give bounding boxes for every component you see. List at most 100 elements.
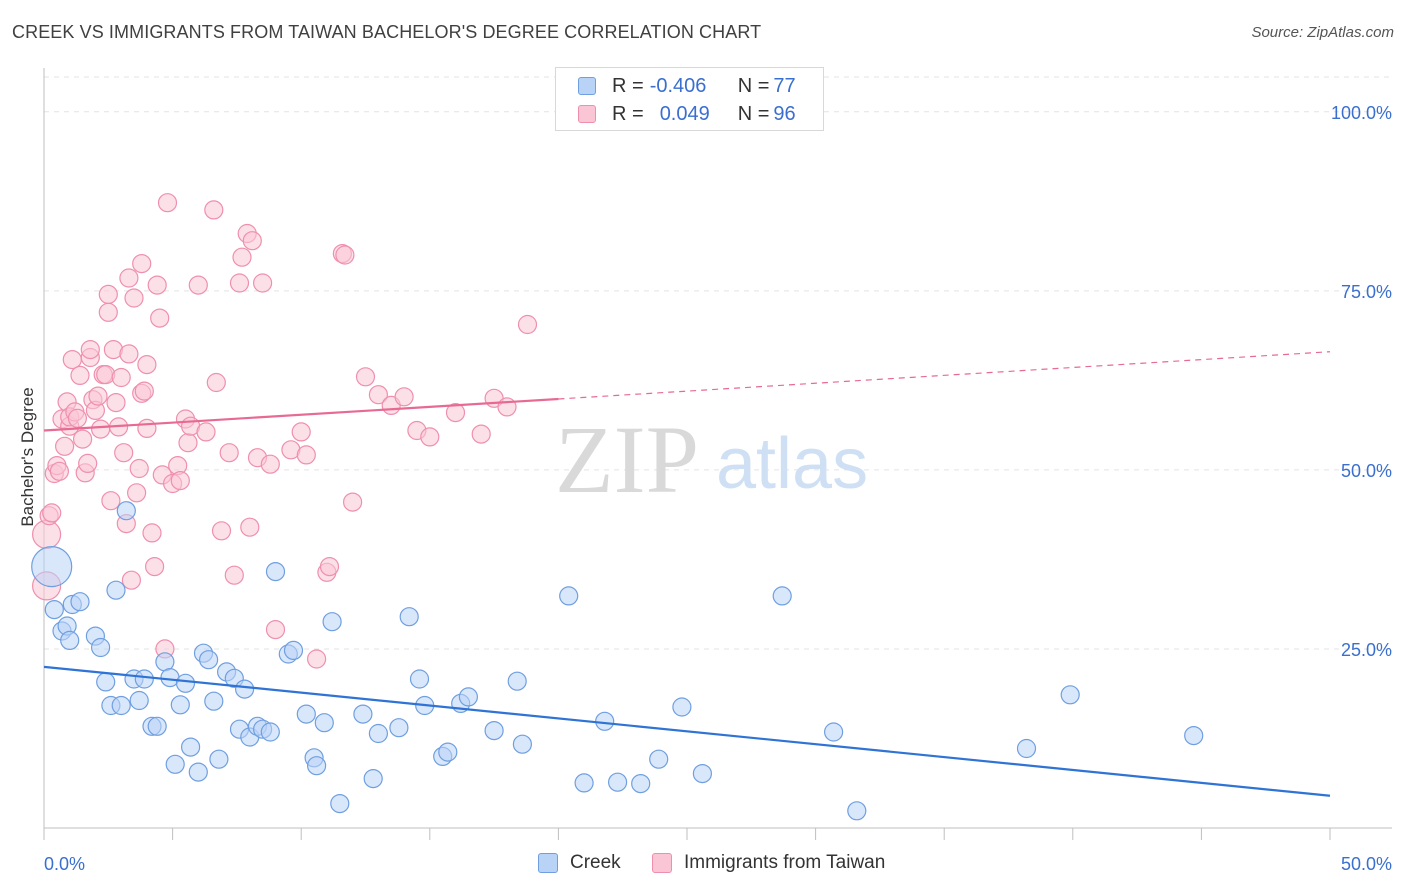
- legend-label-creek: Creek: [570, 852, 621, 873]
- taiwan-point: [62, 350, 82, 370]
- creek-point: [111, 695, 131, 716]
- creek-point: [283, 640, 304, 661]
- y-tick-label: 100.0%: [1331, 103, 1392, 123]
- taiwan-point: [260, 454, 280, 474]
- creek-point: [847, 801, 867, 821]
- taiwan-point: [147, 275, 167, 295]
- r-value: 0.049: [659, 102, 710, 125]
- taiwan-point: [157, 193, 178, 213]
- taiwan-point: [106, 393, 126, 413]
- taiwan-point: [319, 556, 340, 577]
- taiwan-point: [98, 302, 118, 322]
- taiwan-point: [119, 268, 139, 288]
- taiwan-point: [96, 365, 116, 385]
- creek-point: [307, 756, 327, 776]
- taiwan-series: [31, 193, 538, 669]
- creek-point: [559, 586, 579, 606]
- taiwan-point: [343, 492, 363, 512]
- taiwan-point: [242, 231, 262, 251]
- creek-point: [209, 749, 229, 769]
- creek-point: [649, 749, 669, 769]
- taiwan-point: [129, 458, 149, 479]
- creek-point: [595, 711, 615, 731]
- taiwan-point: [471, 424, 491, 444]
- creek-point: [574, 773, 594, 793]
- taiwan-point: [196, 422, 216, 442]
- taiwan-point: [497, 397, 517, 417]
- creek-point: [134, 669, 154, 689]
- creek-point: [368, 723, 388, 744]
- taiwan-point: [142, 523, 162, 543]
- n-value: 77: [773, 74, 796, 97]
- creek-point: [823, 722, 844, 742]
- taiwan-point: [253, 273, 273, 293]
- taiwan-point: [394, 387, 414, 407]
- creek-trend-line: [43, 665, 1331, 797]
- taiwan-point: [98, 284, 118, 304]
- creek-point: [129, 690, 149, 711]
- creek-point: [181, 737, 201, 757]
- creek-point: [363, 768, 383, 789]
- taiwan-point: [119, 344, 139, 364]
- creek-point: [484, 720, 504, 741]
- creek-point: [296, 704, 316, 724]
- taiwan-point: [445, 403, 466, 423]
- r-value: -0.406: [649, 74, 707, 97]
- creek-point: [512, 734, 533, 754]
- r-label: R =: [612, 74, 644, 97]
- creek-swatch: [578, 77, 596, 95]
- creek-point: [389, 718, 409, 738]
- creek-series: [31, 501, 1204, 821]
- legend-item-taiwan[interactable]: Immigrants from Taiwan: [652, 852, 885, 874]
- taiwan-point: [335, 245, 355, 265]
- creek-point: [458, 687, 478, 707]
- creek-point: [409, 669, 430, 689]
- creek-point: [204, 691, 224, 711]
- taiwan-point: [420, 427, 440, 447]
- taiwan-point: [134, 381, 154, 401]
- taiwan-point: [70, 365, 90, 385]
- creek-point: [175, 673, 196, 693]
- taiwan-point: [111, 367, 131, 388]
- taiwan-point: [124, 288, 144, 308]
- creek-point: [399, 607, 419, 627]
- creek-point: [70, 592, 90, 612]
- n-value: 96: [773, 102, 796, 125]
- creek-point: [44, 599, 64, 620]
- creek-point: [507, 671, 527, 691]
- taiwan-point: [137, 355, 157, 375]
- taiwan-point: [517, 314, 538, 335]
- taiwan-point: [145, 556, 165, 577]
- n-label: N =: [737, 102, 770, 125]
- taiwan-point: [232, 247, 252, 267]
- taiwan-point: [121, 570, 141, 590]
- creek-point: [116, 501, 136, 521]
- axes: [43, 68, 1392, 840]
- r-label: R =: [612, 102, 644, 125]
- taiwan-trend-line: [43, 397, 559, 432]
- creek-point: [1016, 738, 1037, 759]
- taiwan-trend-line-extension: [558, 351, 1331, 400]
- series-legend: Creek Immigrants from Taiwan: [0, 852, 1406, 878]
- tick-labels: 100.0% 75.0% 50.0% 25.0% 0.0% 50.0%: [44, 103, 1392, 874]
- creek-point: [631, 773, 651, 794]
- creek-point: [90, 637, 111, 658]
- y-tick-label: 50.0%: [1341, 461, 1392, 481]
- taiwan-point: [204, 200, 224, 220]
- taiwan-point: [127, 483, 147, 503]
- creek-point: [438, 742, 458, 762]
- taiwan-point: [178, 433, 198, 453]
- y-tick-label: 25.0%: [1341, 640, 1392, 660]
- creek-point: [31, 545, 73, 588]
- creek-point: [353, 704, 373, 724]
- legend-item-creek[interactable]: Creek: [538, 852, 621, 874]
- source-label: Source: ZipAtlas.com: [1251, 24, 1394, 41]
- legend-row-creek: R = -0.406 N = 77: [578, 74, 796, 98]
- creek-swatch: [538, 853, 558, 873]
- creek-point: [96, 672, 116, 692]
- taiwan-point: [101, 491, 121, 511]
- creek-point: [106, 580, 126, 600]
- taiwan-point: [240, 517, 260, 537]
- creek-point: [60, 630, 80, 651]
- taiwan-point: [67, 408, 88, 428]
